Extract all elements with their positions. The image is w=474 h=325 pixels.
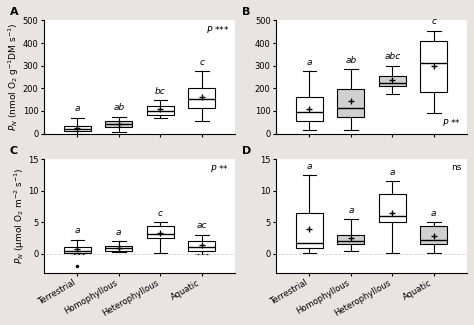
Text: c: c — [431, 17, 437, 26]
PathPatch shape — [379, 194, 406, 222]
PathPatch shape — [147, 106, 174, 115]
Text: c: c — [158, 209, 163, 218]
Text: a: a — [390, 168, 395, 177]
PathPatch shape — [420, 41, 447, 92]
Text: B: B — [242, 7, 250, 17]
Text: D: D — [242, 146, 251, 156]
Text: a: a — [74, 227, 80, 235]
PathPatch shape — [420, 226, 447, 244]
PathPatch shape — [337, 89, 365, 117]
Text: a: a — [74, 104, 80, 113]
Text: a: a — [307, 58, 312, 67]
Text: ab: ab — [345, 56, 356, 65]
Text: C: C — [10, 146, 18, 156]
Text: a: a — [307, 162, 312, 171]
PathPatch shape — [64, 126, 91, 131]
PathPatch shape — [188, 88, 215, 108]
PathPatch shape — [105, 246, 132, 251]
Text: ns: ns — [451, 163, 461, 172]
Text: a: a — [431, 209, 437, 218]
Text: c: c — [200, 58, 204, 67]
PathPatch shape — [379, 76, 406, 86]
Text: a: a — [348, 206, 354, 215]
PathPatch shape — [147, 226, 174, 238]
Text: ab: ab — [113, 103, 125, 112]
Y-axis label: $P_N$ (nmol O$_2$ g$^{-1}$DM s$^{-1}$): $P_N$ (nmol O$_2$ g$^{-1}$DM s$^{-1}$) — [7, 23, 21, 131]
PathPatch shape — [296, 213, 323, 248]
Text: ac: ac — [197, 221, 207, 230]
PathPatch shape — [105, 121, 132, 127]
PathPatch shape — [337, 235, 365, 244]
Y-axis label: $P_N$ (μmol O$_2$ m$^{-2}$ s$^{-1}$): $P_N$ (μmol O$_2$ m$^{-2}$ s$^{-1}$) — [12, 168, 27, 265]
PathPatch shape — [296, 98, 323, 121]
Text: a: a — [116, 228, 122, 237]
Text: $P$ **: $P$ ** — [210, 163, 229, 174]
Text: abc: abc — [384, 52, 401, 61]
PathPatch shape — [188, 241, 215, 251]
Text: $P$ **: $P$ ** — [442, 117, 461, 128]
Text: bc: bc — [155, 86, 166, 96]
Text: $P$ ***: $P$ *** — [206, 24, 229, 35]
Text: A: A — [10, 7, 18, 17]
PathPatch shape — [64, 247, 91, 253]
